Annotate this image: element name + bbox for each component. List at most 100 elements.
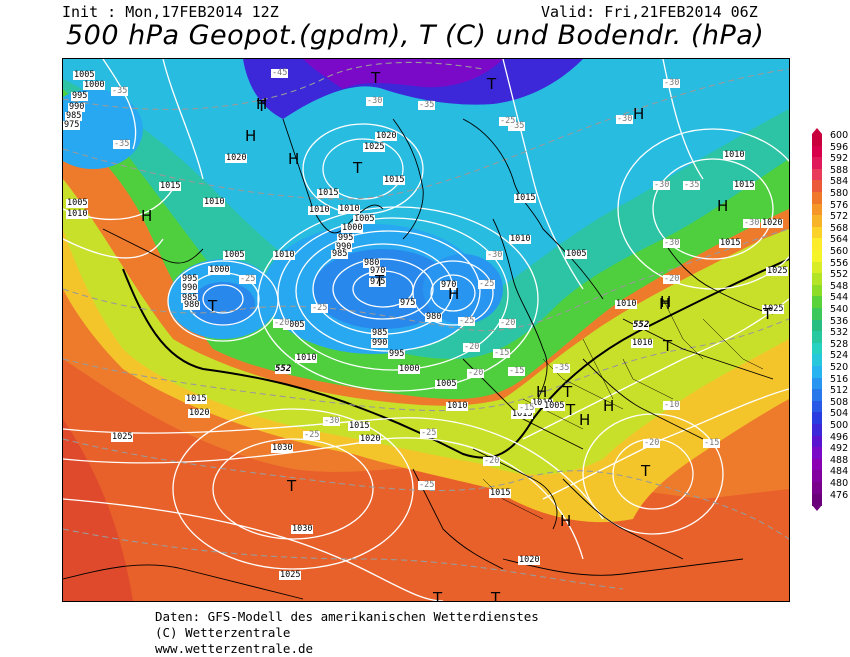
low-pressure-marker: T [287,477,297,495]
legend-label: 520 [830,362,849,373]
legend-label: 512 [830,385,849,397]
pressure-label: 1015 [511,409,534,419]
low-west-atlantic-core [191,282,255,326]
contour-552-label: 552 [633,320,650,330]
temperature-label: -20 [483,456,501,466]
legend-swatch [812,296,822,309]
footer-copyright: (C) Wetterzentrale [155,625,291,640]
pressure-label: 1005 [353,214,376,224]
high-pressure-marker: H [536,383,548,401]
legend-swatch [812,168,822,181]
pressure-label: 1030 [271,443,294,453]
legend-label: 580 [830,188,849,199]
temperature-label: -30 [616,114,634,124]
pressure-label: 1020 [375,131,398,141]
pressure-label: 980 [183,300,201,310]
pressure-label: 990 [335,242,353,252]
legend-label: 556 [830,257,849,269]
low-pressure-marker: T [763,305,773,323]
legend-swatch [812,215,822,228]
pressure-label: 1005 [435,379,458,389]
pressure-label: 985 [371,328,389,338]
pressure-label: 1015 [317,188,340,198]
pressure-label: 1000 [208,265,231,275]
legend-swatch [812,482,822,495]
legend-swatch [812,412,822,425]
legend-label: 568 [830,222,849,234]
low-pressure-marker: T [566,401,576,419]
pressure-label: 1005 [73,70,96,80]
pressure-label: 1020 [359,434,382,444]
pressure-label: 1020 [518,555,541,565]
pressure-label: 1025 [279,570,302,580]
high-pressure-marker: H [560,512,572,530]
temperature-label: -15 [508,366,526,376]
legend-swatch [812,308,822,321]
legend-label: 572 [830,211,849,223]
legend-swatch [812,250,822,263]
legend-arrow-bottom [812,505,822,512]
field-arctic-purple [303,59,503,89]
low-pressure-marker: T [487,75,497,93]
pressure-label: 975 [63,120,81,130]
temperature-label: -35 [683,180,701,190]
high-pressure-marker: H [245,127,257,145]
pressure-label: 1005 [543,401,566,411]
pressure-label: 1020 [188,408,211,418]
pressure-label: 990 [68,102,86,112]
low-pressure-marker: T [491,589,501,602]
temperature-label: -20 [663,274,681,284]
low-pressure-marker: T [563,383,573,401]
pressure-label: 970 [440,280,458,290]
pressure-label: 1015 [489,488,512,498]
low-pressure-marker: T [353,159,363,177]
legend-swatch [812,342,822,355]
footer-url: www.wetterzentrale.de [155,641,314,656]
legend-swatch [812,447,822,460]
temperature-label: -30 [663,78,681,88]
contour-552-label: 552 [275,364,292,374]
temperature-label: -20 [467,368,485,378]
temperature-label: -25 [420,428,438,438]
pressure-label: 1010 [631,338,654,348]
temperature-label: -25 [458,316,476,326]
legend-label: 484 [830,466,849,478]
temperature-label: -25 [418,480,436,490]
legend-label: 596 [830,141,849,153]
legend-swatch [812,192,822,205]
legend-label: 480 [830,478,849,489]
pressure-label: 1010 [203,197,226,207]
pressure-label: 1015 [514,193,537,203]
low-pressure-marker: T [663,337,673,355]
pressure-label: 1030 [291,524,314,534]
isotherms [63,61,789,590]
high-pressure-marker: H [603,397,615,415]
pressure-label: 1010 [531,399,554,408]
legend-label: 600 [830,130,849,141]
legend-swatch [812,261,822,274]
legend-label: 508 [830,396,849,408]
legend-label: 552 [830,269,849,281]
pressure-label: 1005 [223,250,246,260]
pressure-label: 1010 [295,353,318,363]
pressure-label: 1015 [383,175,406,185]
legend-swatch [812,331,822,344]
pressure-label: 1010 [273,250,296,260]
legend-swatch [812,458,822,471]
field-yellow-green [63,179,789,475]
low-pressure-marker: T [371,69,381,87]
legend-swatch [812,238,822,251]
temperature-label: -25 [311,303,329,313]
pressure-label: 985 [65,111,83,121]
high-pressure-marker: H [633,105,645,123]
legend-swatch [812,366,822,379]
legend-label: 500 [830,420,849,431]
pressure-label: 1005 [66,198,89,208]
pressure-label: 970 [369,266,387,276]
legend-label: 588 [830,164,849,176]
pressure-label: 1010 [338,204,361,214]
pressure-label: 1015 [719,238,742,248]
temperature-label: -20 [463,342,481,352]
pressure-label: 995 [71,91,89,101]
pressure-label: 1025 [111,432,134,442]
